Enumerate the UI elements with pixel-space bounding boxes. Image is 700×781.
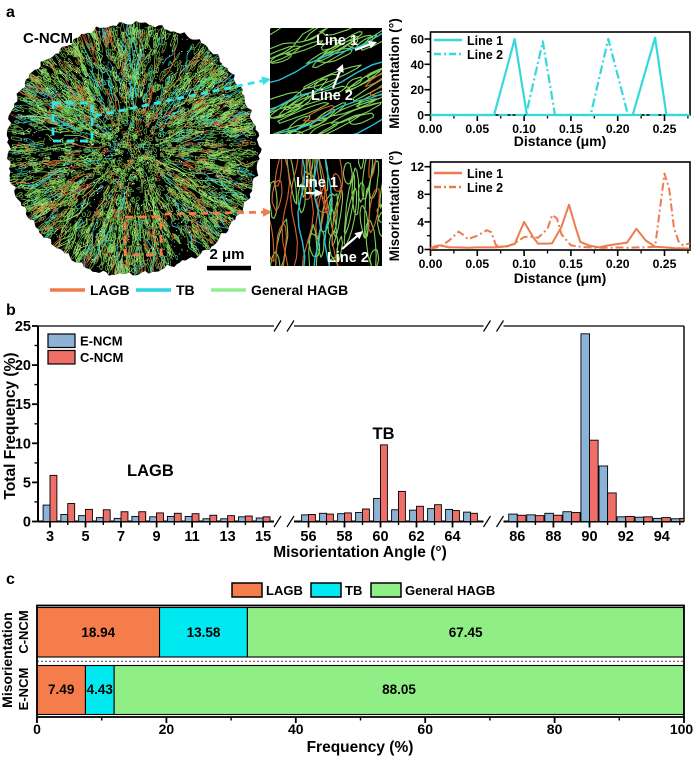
svg-text:20: 20	[159, 721, 175, 737]
svg-text:General HAGB: General HAGB	[251, 282, 348, 298]
svg-text:86: 86	[509, 529, 525, 545]
svg-text:15: 15	[255, 529, 271, 545]
svg-text:90: 90	[581, 529, 597, 545]
svg-text:40: 40	[410, 58, 424, 72]
svg-text:Line 1: Line 1	[467, 34, 503, 48]
svg-text:60: 60	[372, 529, 388, 545]
svg-text:0.15: 0.15	[559, 257, 583, 271]
svg-text:0.25: 0.25	[653, 122, 677, 136]
svg-text:10: 10	[15, 436, 31, 452]
svg-text:0.00: 0.00	[419, 122, 443, 136]
svg-text:100: 100	[670, 721, 694, 737]
svg-text:3: 3	[46, 529, 54, 545]
svg-text:58: 58	[336, 529, 352, 545]
svg-text:15: 15	[15, 397, 31, 413]
svg-text:Misorientation Angle (°): Misorientation Angle (°)	[273, 544, 447, 561]
svg-text:Frequency (%): Frequency (%)	[307, 739, 414, 756]
svg-text:General HAGB: General HAGB	[405, 583, 495, 598]
svg-text:0.20: 0.20	[606, 122, 630, 136]
svg-text:94: 94	[654, 529, 670, 545]
svg-text:62: 62	[408, 529, 424, 545]
svg-text:TB: TB	[373, 425, 395, 443]
svg-text:4.43: 4.43	[87, 682, 114, 697]
svg-text:20: 20	[410, 83, 424, 97]
svg-text:13.58: 13.58	[187, 625, 221, 640]
svg-text:C-NCM: C-NCM	[80, 350, 123, 365]
svg-text:60: 60	[410, 33, 424, 47]
svg-text:80: 80	[547, 721, 563, 737]
svg-text:18.94: 18.94	[81, 625, 115, 640]
svg-text:64: 64	[444, 529, 460, 545]
svg-text:5: 5	[23, 475, 31, 491]
svg-text:0.25: 0.25	[653, 257, 677, 271]
svg-text:LAGB: LAGB	[266, 583, 303, 598]
svg-text:Line 1: Line 1	[316, 33, 358, 49]
svg-text:Misorientation (°): Misorientation (°)	[387, 18, 402, 128]
svg-text:Line 1: Line 1	[467, 167, 503, 181]
svg-text:Distance (μm): Distance (μm)	[514, 270, 607, 286]
svg-text:0.10: 0.10	[512, 257, 536, 271]
svg-text:25: 25	[15, 319, 31, 335]
svg-text:TB: TB	[176, 282, 195, 298]
svg-text:a: a	[6, 4, 15, 21]
svg-text:Total Frequency (%): Total Frequency (%)	[2, 353, 19, 500]
svg-text:LAGB: LAGB	[90, 282, 130, 298]
svg-text:67.45: 67.45	[449, 625, 483, 640]
svg-text:4: 4	[417, 215, 424, 229]
svg-text:0: 0	[417, 243, 424, 257]
svg-text:LAGB: LAGB	[127, 462, 174, 480]
svg-text:92: 92	[618, 529, 634, 545]
svg-text:0.05: 0.05	[465, 122, 489, 136]
svg-text:Line 2: Line 2	[311, 88, 353, 104]
svg-text:7.49: 7.49	[48, 682, 74, 697]
svg-text:TB: TB	[345, 583, 362, 598]
svg-text:12: 12	[410, 160, 424, 174]
svg-text:9: 9	[153, 529, 161, 545]
svg-text:b: b	[6, 302, 16, 319]
svg-text:Misorientation: Misorientation	[0, 612, 15, 708]
svg-text:88.05: 88.05	[382, 682, 416, 697]
svg-text:56: 56	[300, 529, 316, 545]
svg-text:Line 2: Line 2	[467, 181, 503, 195]
svg-text:Line 2: Line 2	[327, 250, 369, 266]
svg-text:5: 5	[81, 529, 89, 545]
svg-text:13: 13	[220, 529, 236, 545]
svg-text:20: 20	[15, 358, 31, 374]
svg-text:7: 7	[117, 529, 125, 545]
svg-text:8: 8	[417, 188, 424, 202]
svg-text:2 μm: 2 μm	[209, 246, 244, 263]
svg-text:Misorientation (°): Misorientation (°)	[387, 151, 402, 261]
svg-text:Line 1: Line 1	[296, 175, 338, 191]
svg-text:0.00: 0.00	[419, 257, 443, 271]
svg-text:0: 0	[23, 515, 31, 531]
svg-text:Line 2: Line 2	[467, 48, 503, 62]
svg-text:c: c	[6, 571, 15, 588]
svg-text:0: 0	[417, 109, 424, 123]
svg-text:0: 0	[33, 721, 41, 737]
svg-text:0.10: 0.10	[512, 122, 536, 136]
svg-text:40: 40	[288, 721, 304, 737]
svg-text:E-NCM: E-NCM	[80, 334, 123, 349]
svg-text:E-NCM: E-NCM	[16, 668, 31, 711]
svg-text:60: 60	[417, 721, 433, 737]
svg-text:C-NCM: C-NCM	[23, 30, 73, 47]
svg-text:0.20: 0.20	[606, 257, 630, 271]
svg-text:Distance (μm): Distance (μm)	[514, 133, 607, 149]
svg-text:88: 88	[545, 529, 561, 545]
svg-text:11: 11	[184, 529, 199, 545]
svg-text:C-NCM: C-NCM	[16, 610, 31, 653]
svg-text:0.05: 0.05	[465, 257, 489, 271]
svg-text:0.15: 0.15	[559, 122, 583, 136]
